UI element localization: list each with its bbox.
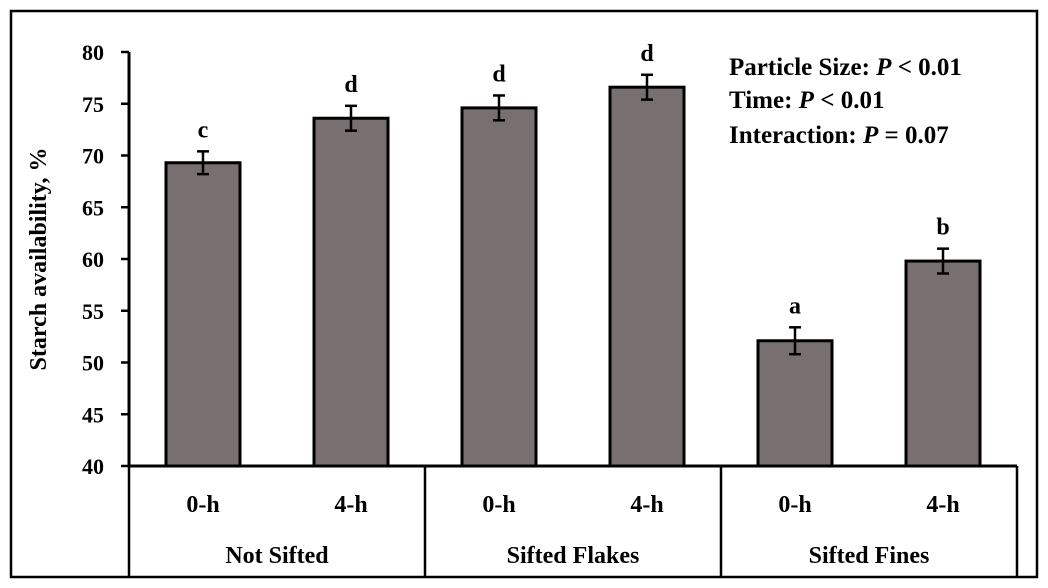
statistics-legend: Particle Size: P < 0.01 Time: P < 0.01 I… <box>729 54 962 149</box>
significance-letter: d <box>344 72 358 98</box>
y-tick-label: 45 <box>82 402 104 427</box>
y-tick-label: 60 <box>82 247 104 272</box>
y-tick-label: 55 <box>82 299 104 324</box>
y-tick-label: 50 <box>82 351 104 376</box>
y-tick-label: 40 <box>82 454 104 479</box>
p-symbol: P <box>798 87 815 114</box>
x-axis-table: 0-h 4-h 0-h 4-h 0-h 4-h Not Sifted Sifted Flak… <box>127 464 1019 577</box>
y-axis: 40 45 50 55 60 65 70 75 80 <box>82 40 131 479</box>
bar <box>608 85 686 468</box>
stat-line: Particle Size: P < 0.01 <box>729 54 962 81</box>
stat-line: Time: P < 0.01 <box>729 87 884 114</box>
stat-value: = 0.07 <box>878 122 949 149</box>
significance-letter: d <box>492 61 506 87</box>
significance-letter: a <box>789 293 801 319</box>
y-tick-label: 65 <box>82 195 104 220</box>
x-group-labels: Not Sifted Sifted Flakes Sifted Fines <box>225 543 929 569</box>
x-group-label: Not Sifted <box>225 543 329 569</box>
stat-line: Interaction: P = 0.07 <box>729 122 949 149</box>
x-category-label: 0-h <box>482 492 515 518</box>
stat-label: Time: <box>729 87 799 114</box>
stat-label: Particle Size: <box>729 54 876 81</box>
significance-letter: c <box>198 117 209 143</box>
y-tick-label: 70 <box>82 144 104 169</box>
x-category-label: 0-h <box>186 492 219 518</box>
stat-value: < 0.01 <box>891 54 962 81</box>
stat-value: < 0.01 <box>814 87 885 114</box>
stat-label: Interaction: <box>729 122 863 149</box>
x-category-label: 4-h <box>926 492 959 518</box>
y-ticks: 40 45 50 55 60 65 70 75 80 <box>82 40 129 479</box>
bar <box>904 259 982 468</box>
x-category-label: 0-h <box>778 492 811 518</box>
bar <box>460 106 538 468</box>
bar <box>164 161 242 468</box>
x-group-label: Sifted Fines <box>809 543 930 569</box>
p-symbol: P <box>862 122 879 149</box>
significance-letter: d <box>640 41 654 67</box>
y-tick-label: 80 <box>82 40 104 65</box>
x-category-label: 4-h <box>630 492 663 518</box>
x-category-label: 4-h <box>334 492 367 518</box>
bars: c d d d a b <box>164 41 982 468</box>
y-axis-label: Starch availability, % <box>26 148 52 371</box>
bar <box>312 116 390 468</box>
p-symbol: P <box>875 54 892 81</box>
y-tick-label: 75 <box>82 92 104 117</box>
x-category-labels: 0-h 4-h 0-h 4-h 0-h 4-h <box>186 492 959 518</box>
x-group-label: Sifted Flakes <box>507 543 640 569</box>
significance-letter: b <box>936 215 949 241</box>
bar <box>756 339 834 468</box>
